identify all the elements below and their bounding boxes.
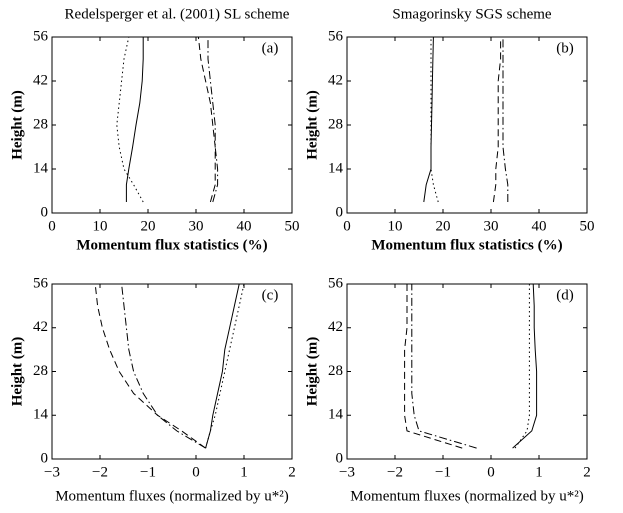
- profile-line: [514, 284, 530, 449]
- x-tick-label: 40: [532, 218, 547, 234]
- x-tick-label: −2: [92, 464, 108, 480]
- y-tick-label: 42: [328, 72, 343, 88]
- x-tick-label: −1: [140, 464, 156, 480]
- profile-line: [404, 284, 463, 449]
- y-tick-label: 56: [33, 275, 49, 291]
- x-axis-label: Momentum flux statistics (%): [371, 237, 562, 253]
- x-tick-label: 2: [583, 464, 591, 480]
- profile-line: [121, 283, 206, 449]
- profile-line: [205, 283, 240, 449]
- x-tick-label: −3: [44, 464, 60, 480]
- y-tick-label: 14: [328, 407, 344, 423]
- x-tick-label: 1: [240, 464, 248, 480]
- x-tick-label: 50: [285, 218, 300, 234]
- x-tick-label: 20: [436, 218, 451, 234]
- y-tick-label: 28: [328, 363, 343, 379]
- profile-line: [125, 37, 144, 202]
- profile-line: [207, 37, 219, 203]
- y-tick-label: 14: [33, 160, 49, 176]
- y-tick-label: 14: [328, 160, 344, 176]
- x-tick-label: 50: [580, 218, 595, 234]
- x-axis-label: Momentum fluxes (normalized by u*²): [55, 488, 289, 504]
- x-tick-label: 10: [93, 218, 108, 234]
- x-tick-label: 0: [487, 464, 495, 480]
- panel-label: (d): [556, 287, 574, 303]
- y-tick-label: 0: [336, 450, 344, 466]
- panel-title: Smagorinsky SGS scheme: [392, 6, 552, 22]
- x-tick-label: 30: [189, 218, 204, 234]
- y-tick-label: 14: [33, 407, 49, 423]
- axes-frame: [51, 283, 293, 460]
- x-tick-label: 10: [388, 218, 403, 234]
- x-tick-label: 40: [237, 218, 252, 234]
- y-tick-label: 0: [41, 450, 49, 466]
- axes-frame: [346, 283, 588, 460]
- y-tick-label: 56: [328, 275, 344, 291]
- panel-title: Redelsperger et al. (2001) SL scheme: [65, 6, 290, 22]
- profile-line: [512, 283, 538, 449]
- profile-line: [423, 36, 434, 203]
- profile-line: [116, 36, 144, 203]
- x-axis-label: Momentum flux statistics (%): [76, 237, 267, 253]
- profile-line: [197, 36, 216, 203]
- y-tick-label: 56: [328, 28, 344, 44]
- profile-line: [94, 283, 206, 449]
- y-axis-label: Height (m): [304, 337, 320, 407]
- profile-line: [502, 37, 509, 202]
- x-tick-label: 1: [535, 464, 543, 480]
- y-tick-label: 42: [328, 319, 343, 335]
- y-tick-label: 28: [33, 363, 48, 379]
- y-tick-label: 42: [33, 72, 48, 88]
- y-tick-label: 42: [33, 319, 48, 335]
- axes-frame: [51, 36, 293, 214]
- profile-line: [430, 37, 439, 203]
- y-tick-label: 0: [336, 204, 344, 220]
- y-tick-label: 0: [41, 204, 49, 220]
- x-tick-label: −3: [339, 464, 355, 480]
- y-tick-label: 28: [328, 116, 343, 132]
- x-tick-label: 0: [48, 218, 56, 234]
- x-tick-label: 2: [288, 464, 296, 480]
- profile-line: [492, 37, 502, 203]
- y-axis-label: Height (m): [304, 90, 320, 160]
- y-tick-label: 28: [33, 116, 48, 132]
- x-tick-label: 20: [141, 218, 156, 234]
- x-tick-label: 30: [484, 218, 499, 234]
- profile-line: [205, 283, 245, 449]
- axes-frame: [346, 36, 588, 214]
- y-axis-label: Height (m): [9, 337, 25, 407]
- panel-label: (a): [262, 40, 279, 56]
- panel-label: (c): [262, 287, 279, 303]
- x-tick-label: −1: [435, 464, 451, 480]
- y-tick-label: 56: [33, 28, 49, 44]
- y-axis-label: Height (m): [9, 90, 25, 160]
- x-tick-label: 0: [192, 464, 200, 480]
- x-tick-label: 0: [343, 218, 351, 234]
- x-axis-label: Momentum fluxes (normalized by u*²): [350, 488, 584, 504]
- x-tick-label: −2: [387, 464, 403, 480]
- panel-label: (b): [556, 40, 574, 56]
- profile-line: [411, 284, 477, 449]
